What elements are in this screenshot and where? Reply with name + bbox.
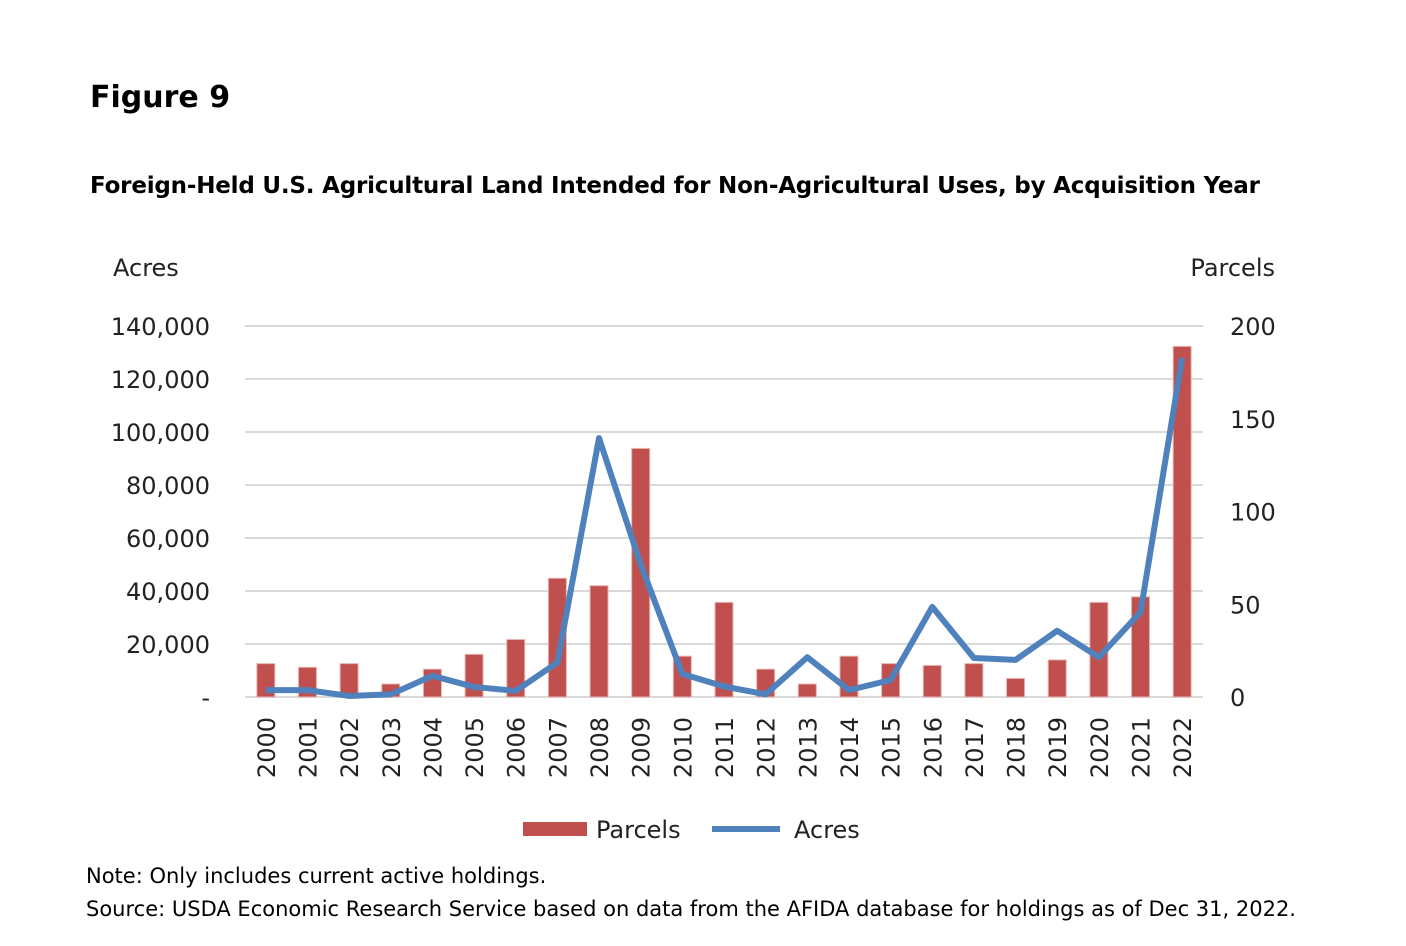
bar-parcels-2006 [506, 638, 526, 698]
x-tick-label: 2019 [1044, 717, 1072, 778]
legend-label-parcels: Parcels [596, 816, 681, 844]
x-tick-label: 2005 [461, 717, 489, 778]
x-tick-label: 2022 [1169, 717, 1197, 778]
x-tick-label: 2009 [628, 717, 656, 778]
right-axis-label: Parcels [1190, 254, 1275, 282]
bar-parcels-2011 [714, 601, 734, 698]
left-tick-label: 120,000 [111, 366, 210, 394]
x-tick-label: 2008 [586, 717, 614, 778]
bar-parcels-2008 [589, 585, 609, 698]
right-tick-label: 0 [1230, 684, 1245, 712]
left-axis-label: Acres [113, 254, 179, 282]
left-tick-label: 100,000 [111, 419, 210, 447]
left-tick-label: 140,000 [111, 313, 210, 341]
bar-parcels-2002 [339, 663, 359, 698]
bar-parcels-2016 [922, 664, 942, 698]
bar-parcels-2019 [1047, 659, 1067, 698]
bar-parcels-2018 [1006, 677, 1026, 698]
right-tick-label: 50 [1230, 591, 1261, 619]
left-tick-label: 80,000 [126, 472, 210, 500]
right-tick-label: 200 [1230, 313, 1276, 341]
x-tick-label: 2007 [544, 717, 572, 778]
x-tick-label: 2017 [961, 717, 989, 778]
x-tick-label: 2016 [919, 717, 947, 778]
x-tick-label: 2010 [669, 717, 697, 778]
bar-parcels-2005 [464, 653, 484, 698]
left-tick-label: - [201, 684, 210, 712]
x-tick-label: 2002 [336, 717, 364, 778]
x-tick-label: 2013 [794, 717, 822, 778]
note: Note: Only includes current active holdi… [86, 864, 547, 888]
x-tick-label: 2014 [836, 717, 864, 778]
legend-swatch-parcels [523, 822, 587, 836]
chart-title: Foreign-Held U.S. Agricultural Land Inte… [90, 173, 1260, 199]
x-tick-label: 2003 [378, 717, 406, 778]
bar-parcels-2017 [964, 663, 984, 698]
x-tick-label: 2000 [253, 717, 281, 778]
left-tick-label: 20,000 [126, 631, 210, 659]
x-tick-label: 2015 [878, 717, 906, 778]
x-tick-label: 2006 [503, 717, 531, 778]
source: Source: USDA Economic Research Service b… [86, 897, 1296, 921]
x-tick-label: 2012 [753, 717, 781, 778]
figure-label: Figure 9 [90, 80, 231, 115]
x-tick-label: 2021 [1128, 717, 1156, 778]
x-tick-label: 2001 [294, 717, 322, 778]
x-tick-label: 2018 [1003, 717, 1031, 778]
right-tick-label: 150 [1230, 406, 1276, 434]
left-tick-label: 60,000 [126, 525, 210, 553]
bar-parcels-2013 [797, 683, 817, 698]
x-tick-label: 2020 [1086, 717, 1114, 778]
bar-parcels-2022 [1172, 345, 1192, 698]
x-tick-label: 2011 [711, 717, 739, 778]
x-tick-label: 2004 [419, 717, 447, 778]
legend-label-acres: Acres [794, 816, 860, 844]
right-tick-label: 100 [1230, 499, 1276, 527]
left-tick-label: 40,000 [126, 578, 210, 606]
